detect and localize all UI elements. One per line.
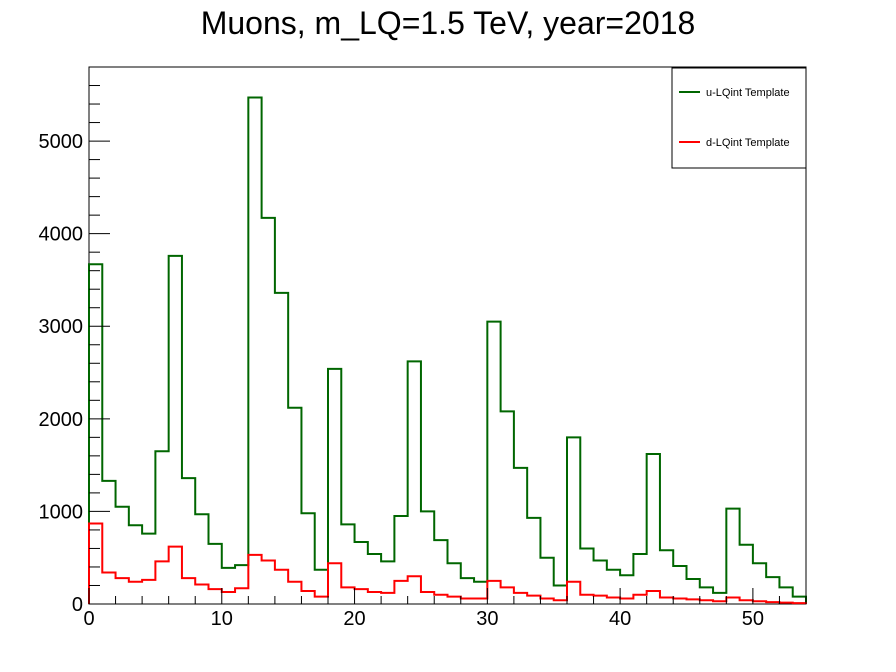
legend-box [671, 67, 807, 169]
chart-title: Muons, m_LQ=1.5 TeV, year=2018 [201, 5, 696, 41]
x-tick-label: 0 [83, 608, 94, 630]
histogram-series-d [88, 522, 807, 605]
y-tick-label: 4000 [39, 224, 84, 246]
y-tick-label: 0 [72, 594, 83, 616]
histogram-series-u [88, 96, 807, 604]
histogram-series-group [88, 96, 807, 605]
y-axis: 0 1000 2000 3000 4000 5000 [39, 66, 110, 616]
y-tick-label: 2000 [39, 409, 84, 431]
x-tick-label: 30 [476, 608, 498, 630]
y-tick-label: 1000 [39, 501, 84, 523]
y-tick-label: 3000 [39, 316, 84, 338]
legend-label-u: u-LQint Template [706, 87, 790, 99]
x-tick-label: 20 [343, 608, 365, 630]
x-tick-label: 50 [742, 608, 764, 630]
legend-label-d: d-LQint Template [706, 137, 790, 149]
legend: u-LQint Template d-LQint Template [671, 67, 807, 169]
x-axis: 0 10 20 30 40 50 [83, 588, 807, 630]
x-tick-label: 10 [211, 608, 233, 630]
x-tick-label: 40 [609, 608, 631, 630]
y-tick-label: 5000 [39, 131, 84, 153]
